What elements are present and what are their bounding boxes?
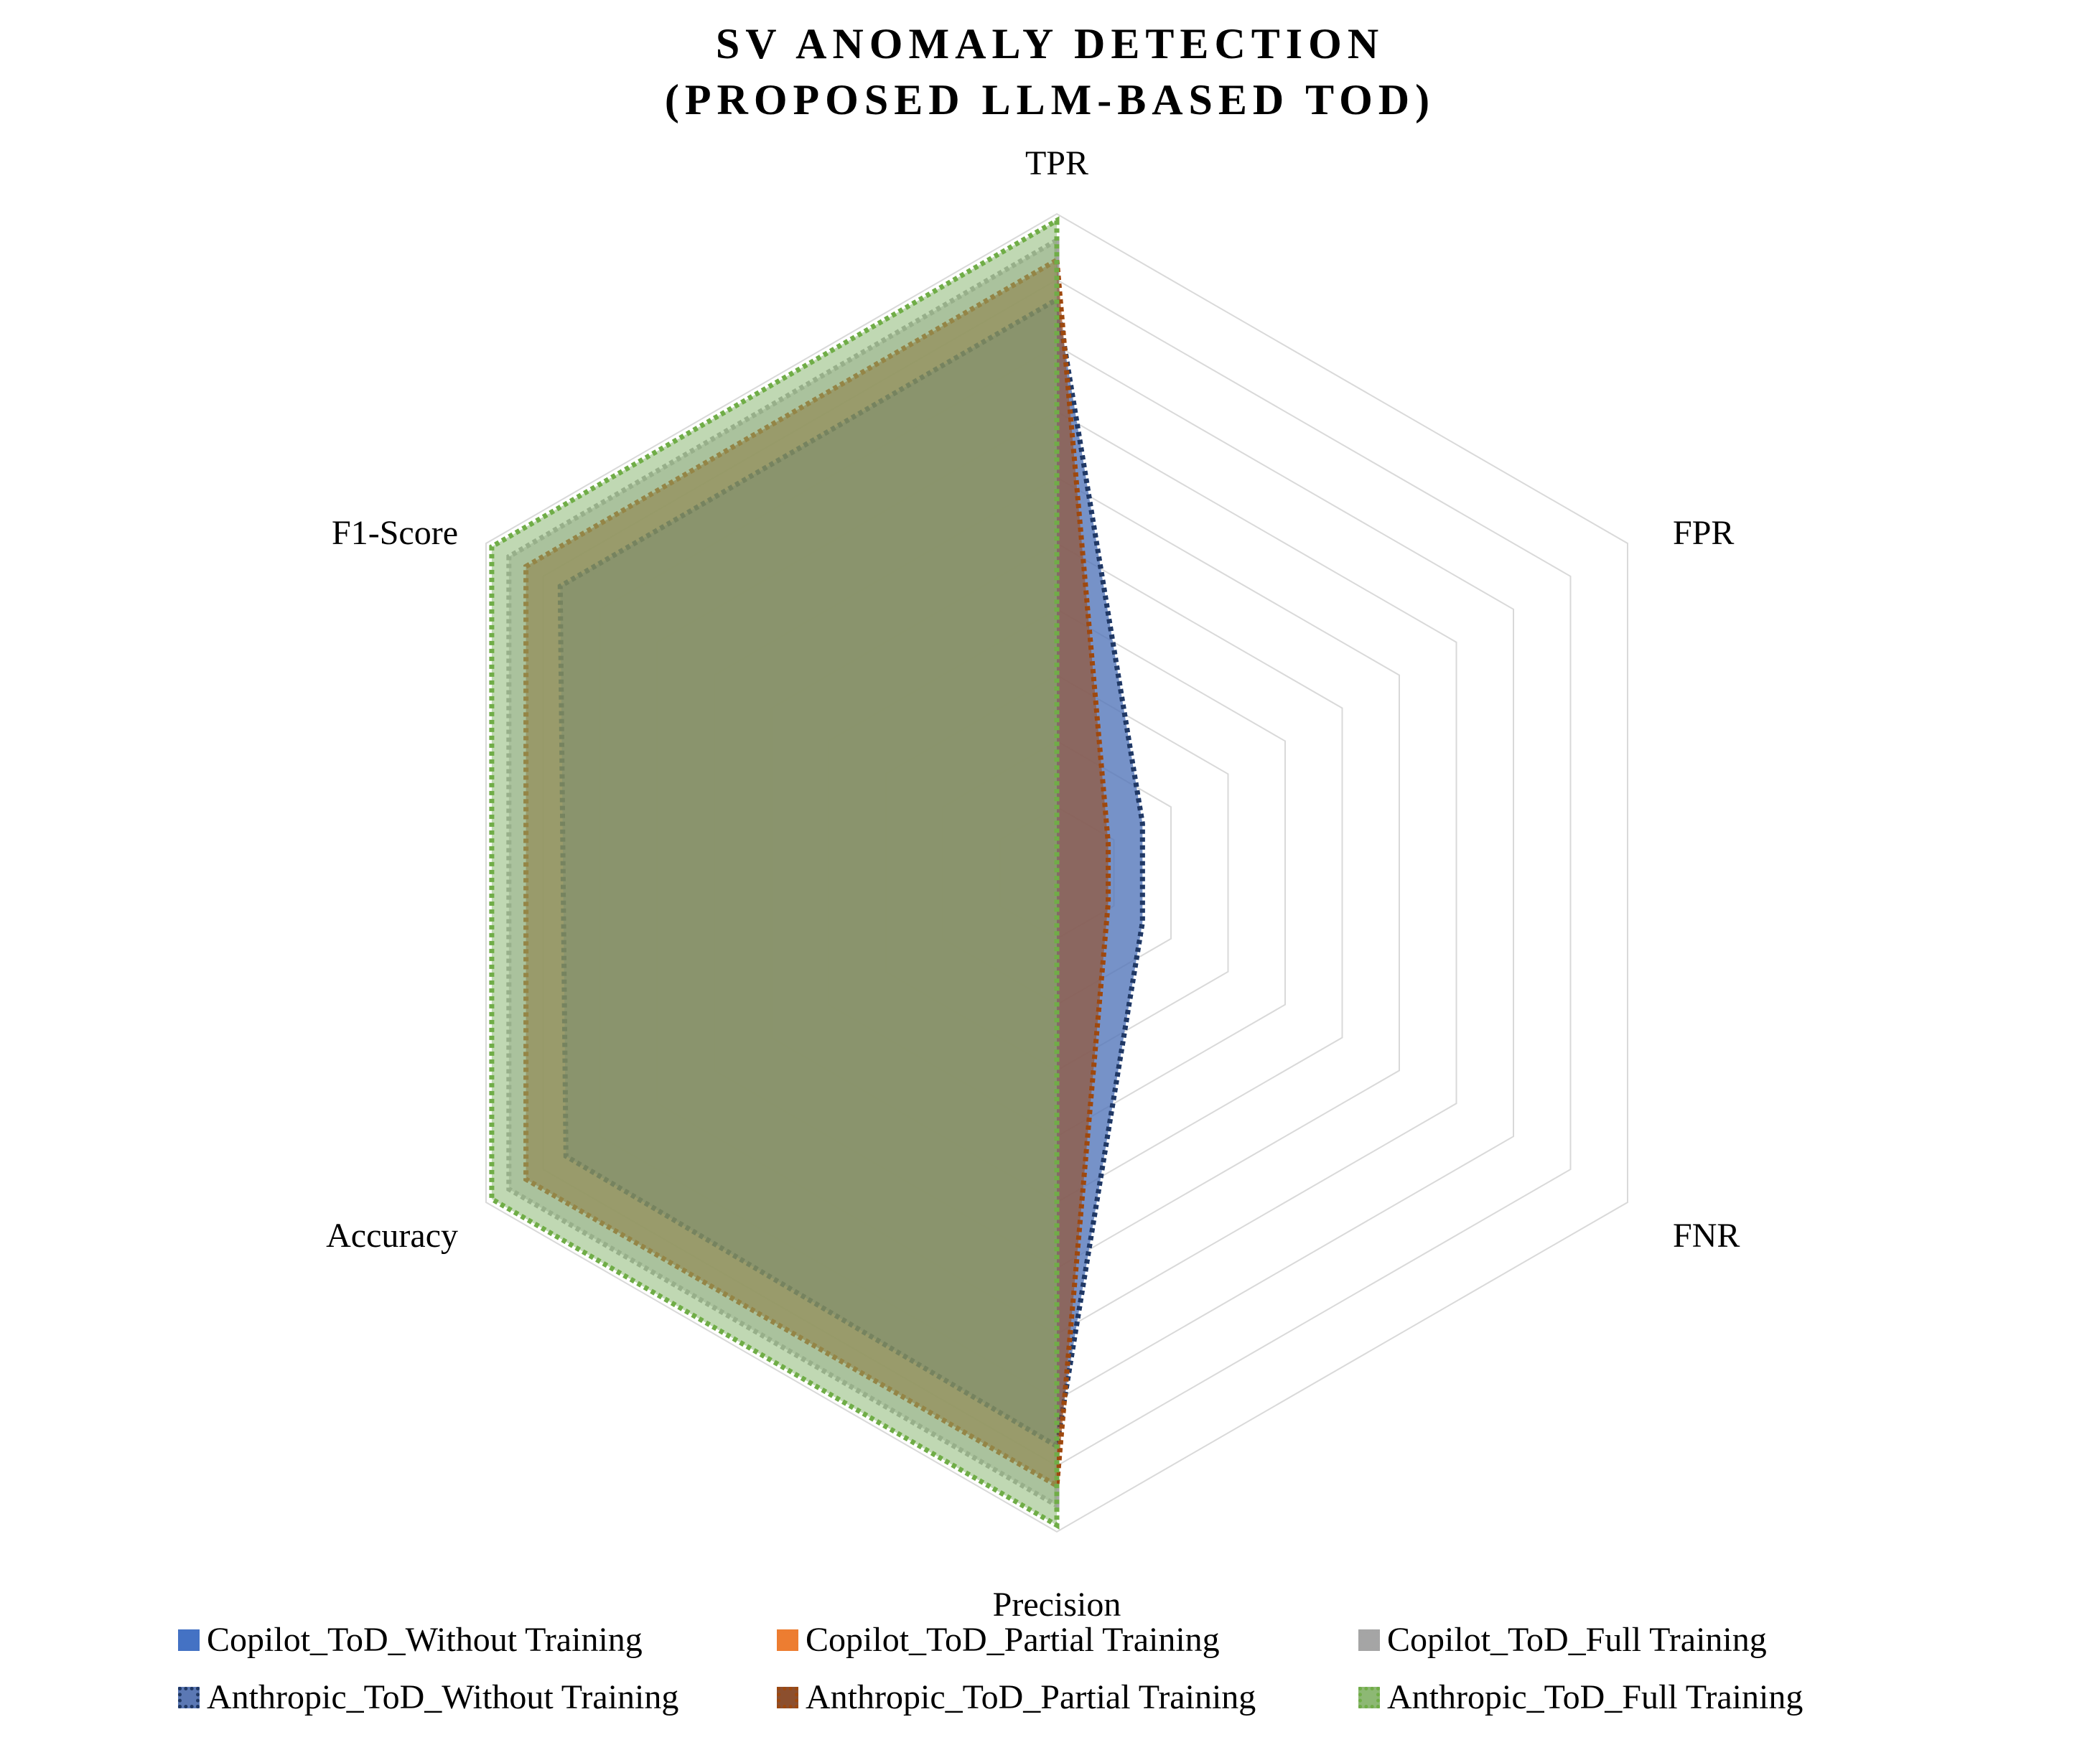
legend-label-6: Anthropic_ToD_Full Training <box>1387 1678 1803 1716</box>
chart-title: SV ANOMALY DETECTION (PROPOSED LLM-BASED… <box>0 16 2100 128</box>
chart-title-line-2: (PROPOSED LLM-BASED TOD) <box>664 76 1436 123</box>
legend-item-4[interactable]: Anthropic_ToD_Without Training <box>178 1678 678 1717</box>
axis-labels: TPR FPR FNR Precision Accuracy F1-Score <box>326 144 1740 1624</box>
axis-label-tpr: TPR <box>1025 144 1088 182</box>
legend-item-5[interactable]: Anthropic_ToD_Partial Training <box>777 1678 1256 1717</box>
legend-swatch-2 <box>777 1629 798 1651</box>
legend-label-5: Anthropic_ToD_Partial Training <box>806 1678 1256 1716</box>
legend-swatch-5 <box>777 1686 798 1708</box>
legend-label-3: Copilot_ToD_Full Training <box>1387 1621 1767 1659</box>
chart-legend: Copilot_ToD_Without Training Copilot_ToD_… <box>0 1611 2100 1741</box>
axis-label-fnr: FNR <box>1673 1217 1740 1255</box>
series-area-6 <box>489 216 1060 1530</box>
axis-label-f1-score: F1-Score <box>332 514 458 552</box>
legend-item-1[interactable]: Copilot_ToD_Without Training <box>178 1620 643 1660</box>
legend-label-2: Copilot_ToD_Partial Training <box>806 1621 1220 1659</box>
radar-series <box>489 216 1145 1530</box>
axis-label-accuracy: Accuracy <box>326 1217 458 1255</box>
axis-label-fpr: FPR <box>1673 514 1734 552</box>
legend-item-2[interactable]: Copilot_ToD_Partial Training <box>777 1620 1220 1660</box>
legend-swatch-1 <box>178 1629 200 1651</box>
legend-swatch-4 <box>178 1686 200 1708</box>
grid-ring-10 <box>485 212 1628 1533</box>
legend-label-1: Copilot_ToD_Without Training <box>207 1621 643 1659</box>
legend-swatch-6 <box>1358 1686 1380 1708</box>
legend-label-4: Anthropic_ToD_Without Training <box>207 1678 679 1716</box>
legend-swatch-3 <box>1358 1629 1380 1651</box>
axis-label-precision: Precision <box>993 1586 1121 1624</box>
chart-title-line-1: SV ANOMALY DETECTION <box>715 20 1385 67</box>
legend-item-6[interactable]: Anthropic_ToD_Full Training <box>1358 1678 1803 1717</box>
legend-item-3[interactable]: Copilot_ToD_Full Training <box>1358 1620 1767 1660</box>
